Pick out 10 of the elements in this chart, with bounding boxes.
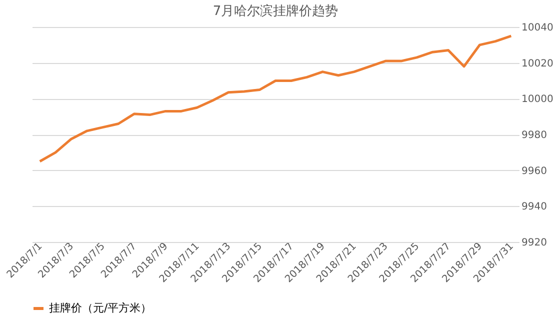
y-tick-label: 9920: [522, 238, 547, 248]
y-tick-label: 10020: [522, 58, 554, 70]
y-tick-label: 9960: [522, 166, 547, 177]
y-tick-label: 10040: [522, 22, 554, 34]
chart-title: 7月哈尔滨挂牌价趋势: [212, 3, 338, 19]
y-tick-label: 9940: [522, 202, 547, 213]
y-tick-label: 9980: [522, 130, 547, 141]
y-tick-label: 10000: [522, 94, 554, 106]
line-series: [38, 34, 512, 163]
legend-label: 挂牌价（元/平方米）: [49, 302, 152, 314]
